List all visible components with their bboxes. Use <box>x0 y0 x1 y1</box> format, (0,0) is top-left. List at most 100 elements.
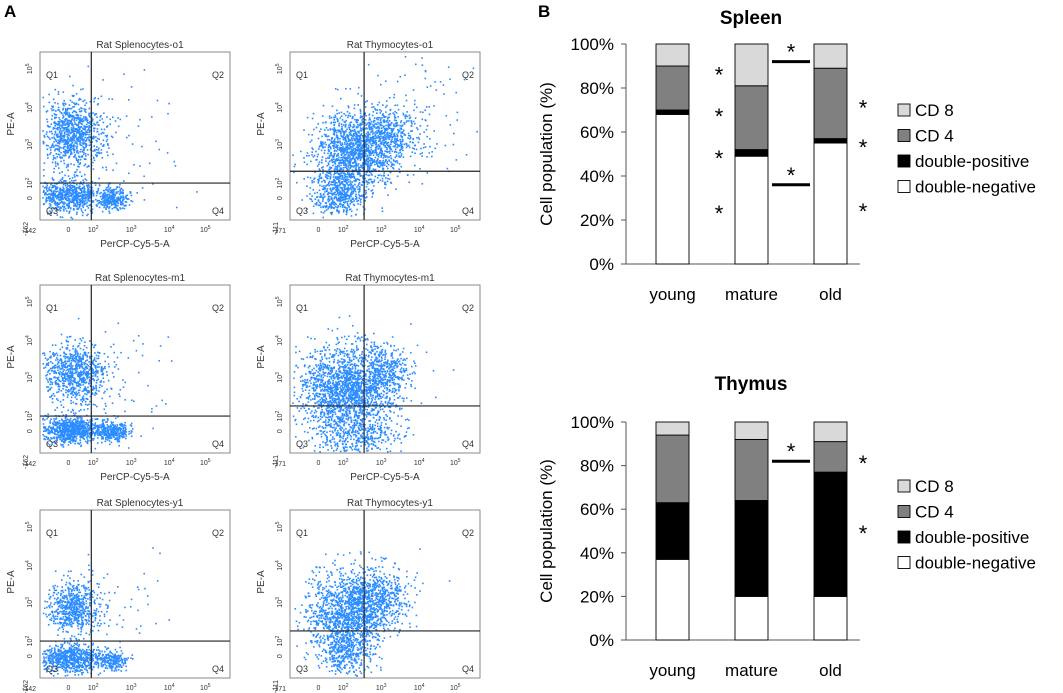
flow-event-dot <box>404 134 407 136</box>
flow-event-dot <box>383 139 386 141</box>
flow-event-dot <box>400 125 403 128</box>
flow-event-dot <box>336 168 338 171</box>
flow-event-dot <box>63 150 66 153</box>
flow-event-dot <box>337 176 339 179</box>
flow-event-dot <box>116 208 119 211</box>
flow-event-dot <box>319 196 321 198</box>
flow-event-dot <box>84 163 87 166</box>
flow-event-dot <box>367 131 369 133</box>
flow-event-dot <box>77 160 79 162</box>
flow-event-dot <box>62 382 65 385</box>
flow-event-dot <box>72 144 74 147</box>
flow-event-dot <box>98 177 100 180</box>
flow-event-dot <box>390 148 393 151</box>
flow-event-dot <box>105 206 107 209</box>
flow-event-dot <box>335 172 337 174</box>
flow-event-dot <box>407 134 410 137</box>
flow-event-dot <box>106 134 109 137</box>
flow-x-tick: 103 <box>376 225 387 234</box>
flow-event-dot <box>81 366 83 368</box>
flow-event-dot <box>65 339 68 342</box>
flow-event-dot <box>70 377 73 379</box>
flow-event-dot <box>58 125 61 127</box>
flow-event-dot <box>316 195 319 198</box>
flow-event-dot <box>106 138 109 141</box>
flow-y-tick: 102 <box>25 178 34 189</box>
flow-event-dot <box>310 139 313 142</box>
flow-event-dot <box>410 125 413 127</box>
flow-event-dot <box>329 204 332 206</box>
flow-event-dot <box>51 362 54 364</box>
flow-event-dot <box>86 359 88 361</box>
flow-event-dot <box>376 159 379 161</box>
flow-event-dot <box>328 195 330 198</box>
flow-event-dot <box>73 163 75 166</box>
flow-event-dot <box>87 373 90 376</box>
flow-event-dot <box>429 145 431 148</box>
flow-event-dot <box>384 145 387 147</box>
flow-event-dot <box>371 140 374 142</box>
flow-event-dot <box>45 196 48 199</box>
flow-event-dot <box>358 86 360 89</box>
flow-event-dot <box>67 107 69 110</box>
flow-event-dot <box>46 121 49 123</box>
flow-event-dot <box>83 389 85 392</box>
flow-event-dot <box>372 142 374 144</box>
flow-event-dot <box>71 136 74 138</box>
flow-event-dot <box>314 198 317 200</box>
flow-event-dot <box>368 122 370 124</box>
flow-event-dot <box>62 203 64 205</box>
flow-event-dot <box>61 130 63 132</box>
flow-event-dot <box>369 127 371 130</box>
flow-event-dot <box>76 359 78 361</box>
flow-event-dot <box>68 360 70 363</box>
flow-event-dot <box>55 144 57 147</box>
flow-event-dot <box>88 369 90 371</box>
flow-event-dot <box>83 372 85 375</box>
flow-event-dot <box>126 197 128 200</box>
flow-event-dot <box>95 386 97 388</box>
flow-event-dot <box>396 125 399 127</box>
flow-event-dot <box>83 200 86 203</box>
flow-event-dot <box>378 127 381 129</box>
flow-event-dot <box>336 146 338 148</box>
flow-event-dot <box>388 178 391 180</box>
flow-event-dot <box>86 119 89 121</box>
flow-event-dot <box>68 104 71 106</box>
flow-event-dot <box>381 133 383 135</box>
flow-event-dot <box>85 119 88 121</box>
flow-event-dot <box>89 126 91 128</box>
flow-event-dot <box>71 128 74 130</box>
flow-event-dot <box>93 148 96 151</box>
flow-event-dot <box>350 154 353 156</box>
flow-event-dot <box>62 205 65 208</box>
flow-event-dot <box>394 151 396 153</box>
flow-event-dot <box>314 203 316 205</box>
flow-event-dot <box>78 365 80 367</box>
flow-event-dot <box>354 167 357 170</box>
flow-event-dot <box>64 202 67 205</box>
flow-event-dot <box>348 155 351 158</box>
flow-event-dot <box>116 200 118 203</box>
flow-event-dot <box>94 352 96 354</box>
flow-event-dot <box>380 149 382 152</box>
flow-event-dot <box>106 193 109 196</box>
flow-event-dot <box>139 165 141 167</box>
flow-event-dot <box>82 197 85 200</box>
flow-event-dot <box>72 394 74 396</box>
flow-event-dot <box>76 151 78 154</box>
flow-event-dot <box>389 134 391 137</box>
flow-event-dot <box>355 138 357 140</box>
flow-event-dot <box>349 164 351 166</box>
flow-event-dot <box>346 176 349 178</box>
flow-event-dot <box>67 141 70 143</box>
flow-event-dot <box>330 190 333 193</box>
flow-event-dot <box>329 187 332 190</box>
flow-event-dot <box>93 123 96 126</box>
flow-event-dot <box>334 186 337 188</box>
flow-event-dot <box>400 142 402 145</box>
flow-x-tick-exp: 5 <box>208 225 211 231</box>
flow-event-dot <box>81 123 83 126</box>
flow-event-dot <box>347 147 350 149</box>
flow-event-dot <box>393 134 395 136</box>
